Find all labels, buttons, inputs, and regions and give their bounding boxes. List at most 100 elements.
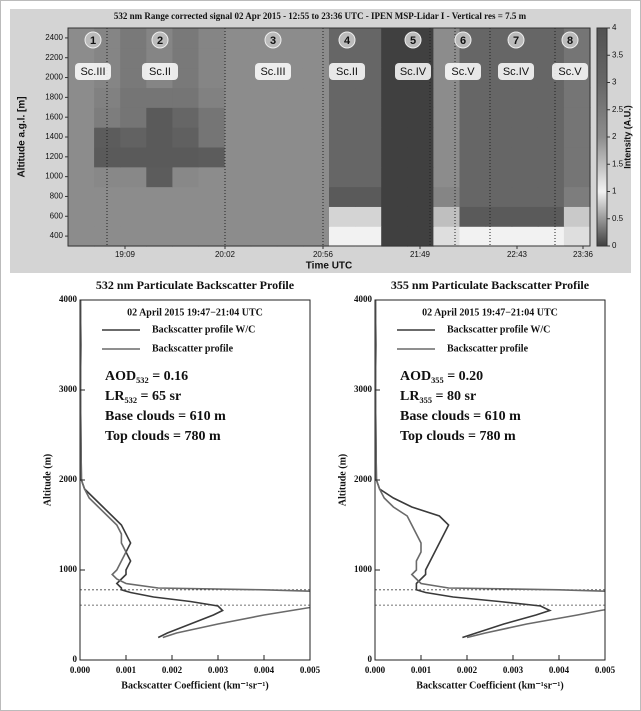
heatmap-cell: [329, 226, 356, 246]
figure: 532 nm Range corrected signal 02 Apr 201…: [0, 0, 641, 711]
heatmap-cell: [225, 167, 252, 187]
heatmap-cell: [381, 147, 408, 167]
y-tick-label: 0: [73, 654, 78, 664]
heatmap-cell: [460, 147, 487, 167]
chart-title: 355 nm Particulate Backscatter Profile: [391, 278, 590, 292]
scenario-number: 5: [410, 35, 416, 47]
x-axis-label: Backscatter Coefficient (km⁻¹sr⁻¹): [416, 680, 563, 691]
chart-title: 532 nm Particulate Backscatter Profile: [96, 278, 295, 292]
y-axis-label: Altitude a.g.l. [m]: [17, 96, 28, 177]
heatmap-cell: [329, 167, 356, 187]
y-tick-label: 4000: [354, 294, 373, 304]
heatmap-cell: [251, 107, 278, 127]
heatmap-cell: [564, 127, 591, 147]
x-tick-label: 19:09: [115, 250, 136, 259]
heatmap-cell: [460, 127, 487, 147]
heatmap-cell: [277, 87, 304, 107]
heatmap-cell: [277, 206, 304, 226]
y-tick-label: 1600: [45, 112, 63, 121]
legend-label: Backscatter profile: [447, 343, 529, 354]
y-tick-label: 1400: [45, 132, 63, 141]
heatmap-cell: [433, 187, 460, 207]
heatmap-cell: [68, 87, 95, 107]
heatmap-cell: [512, 167, 539, 187]
heatmap-cell: [199, 187, 226, 207]
heatmap-cell: [172, 167, 199, 187]
heatmap-cell: [329, 87, 356, 107]
heatmap-cell: [564, 206, 591, 226]
heatmap-cell: [172, 87, 199, 107]
heatmap-cell: [355, 107, 382, 127]
heatmap-cell: [225, 206, 252, 226]
x-tick-label: 0.002: [457, 665, 478, 675]
heatmap-cell: [172, 206, 199, 226]
scenario-number: 1: [90, 35, 96, 47]
colorbar-tick-label: 0: [612, 241, 617, 250]
x-axis-label: Time UTC: [306, 261, 353, 272]
heatmap-cell: [381, 226, 408, 246]
heatmap-cell: [68, 147, 95, 167]
heatmap-cell: [381, 107, 408, 127]
y-tick-label: 4000: [59, 294, 78, 304]
heatmap-cell: [355, 147, 382, 167]
heatmap-cell: [120, 107, 147, 127]
heatmap-cell: [120, 206, 147, 226]
heatmap-cell: [303, 127, 330, 147]
x-tick-label: 0.004: [254, 665, 275, 675]
x-tick-label: 20:56: [313, 250, 334, 259]
heatmap-cell: [512, 187, 539, 207]
scenario-label: Sc.II: [336, 66, 358, 78]
heatmap-cell: [68, 206, 95, 226]
heatmap-cell: [355, 87, 382, 107]
scenario-label: Sc.IV: [400, 66, 427, 78]
heatmap-cell: [460, 226, 487, 246]
heatmap-cell: [303, 107, 330, 127]
x-tick-label: 21:49: [410, 250, 431, 259]
heatmap-cell: [433, 107, 460, 127]
colorbar-tick-label: 3: [612, 78, 617, 87]
legend-label: Backscatter profile W/C: [447, 324, 550, 335]
heatmap-cell: [433, 167, 460, 187]
heatmap-cell: [329, 107, 356, 127]
heatmap-cell: [329, 187, 356, 207]
heatmap-cell: [329, 147, 356, 167]
scenario-label: Sc.IV: [503, 66, 530, 78]
heatmap-cell: [172, 187, 199, 207]
heatmap-cell: [199, 167, 226, 187]
heatmap-cell: [68, 226, 95, 246]
y-tick-label: 1000: [59, 564, 78, 574]
legend-title: 02 April 2015 19:47−21:04 UTC: [127, 307, 263, 318]
heatmap-cell: [172, 127, 199, 147]
x-tick-label: 22:43: [507, 250, 528, 259]
heatmap-cell: [225, 48, 252, 68]
heatmap-cell: [146, 107, 173, 127]
heatmap-cell: [564, 107, 591, 127]
heatmap-cell: [355, 206, 382, 226]
heatmap-cell: [538, 147, 565, 167]
annotation: Top clouds = 780 m: [400, 429, 516, 444]
legend-title: 02 April 2015 19:47−21:04 UTC: [422, 307, 558, 318]
heatmap-cell: [381, 167, 408, 187]
heatmap-cell: [120, 127, 147, 147]
x-tick-label: 20:02: [215, 250, 236, 259]
scenario-number: 6: [460, 35, 466, 47]
heatmap-cell: [199, 206, 226, 226]
y-tick-label: 600: [50, 211, 64, 220]
heatmap-cell: [538, 87, 565, 107]
scenario-label: Sc.V: [558, 66, 582, 78]
heatmap-cell: [460, 107, 487, 127]
heatmap-cell: [172, 147, 199, 167]
colorbar-tick-label: 1: [612, 187, 617, 196]
y-axis-label: Altitude (m): [337, 454, 348, 507]
heatmap-cell: [433, 127, 460, 147]
heatmap-cell: [433, 87, 460, 107]
annotation: AOD₃₅₅ = 0.20: [400, 369, 483, 384]
heatmap-cell: [381, 28, 408, 48]
heatmap-cell: [277, 107, 304, 127]
scenario-label: Sc.III: [80, 66, 105, 78]
x-tick-label: 0.003: [503, 665, 524, 675]
heatmap-cell: [564, 87, 591, 107]
y-tick-label: 2000: [45, 73, 63, 82]
heatmap-cell: [564, 226, 591, 246]
heatmap-cell: [225, 107, 252, 127]
